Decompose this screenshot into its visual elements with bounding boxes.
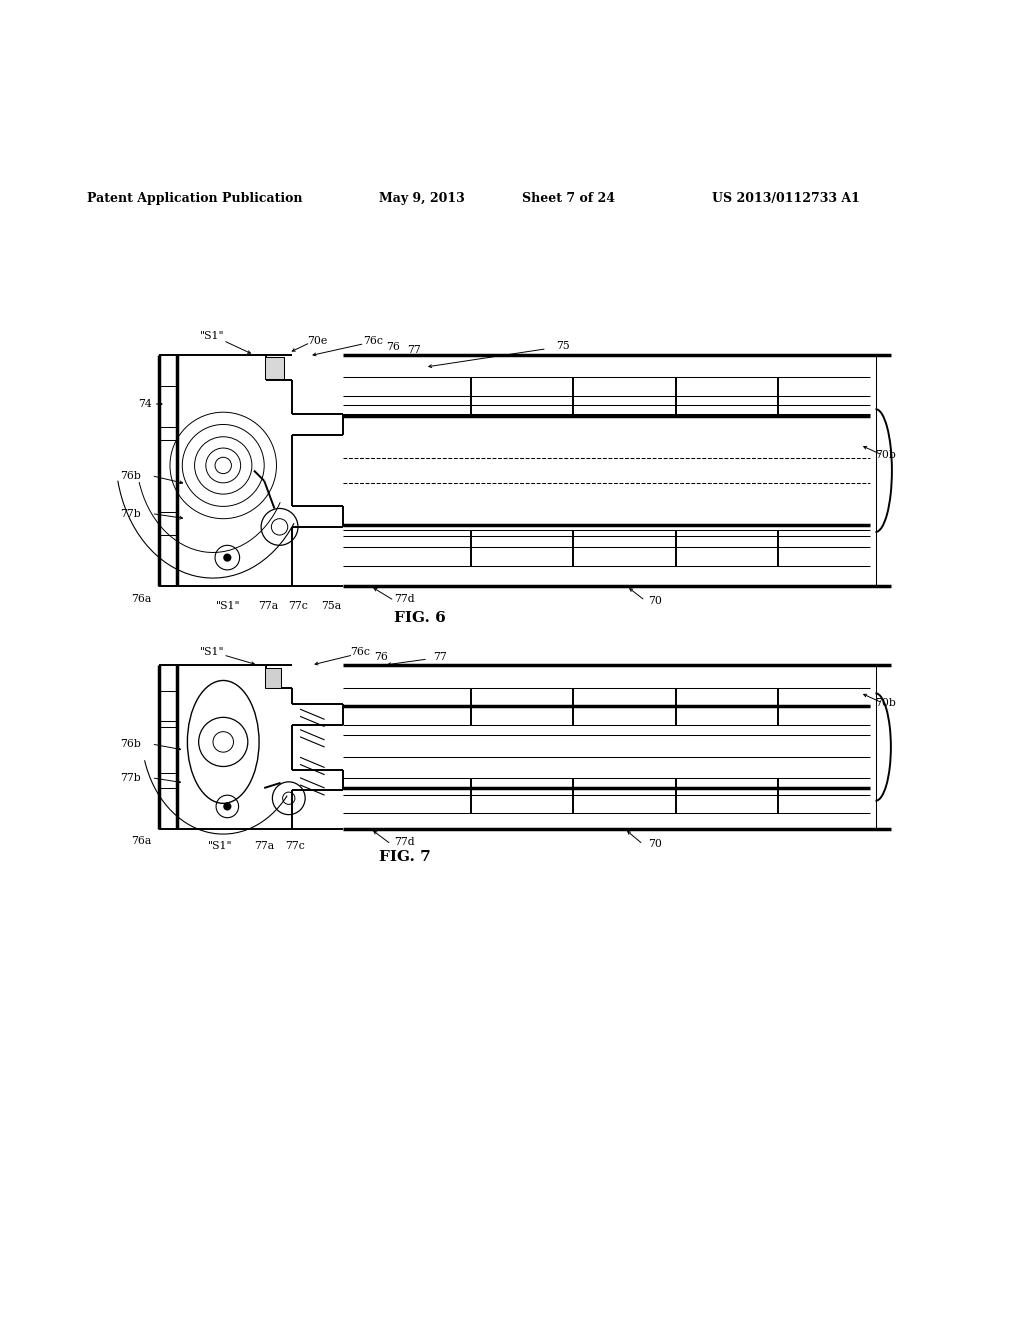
Text: Patent Application Publication: Patent Application Publication xyxy=(87,191,302,205)
Text: 77c: 77c xyxy=(288,601,308,611)
Text: "S1": "S1" xyxy=(200,331,224,342)
Text: 70b: 70b xyxy=(876,698,896,708)
Text: May 9, 2013: May 9, 2013 xyxy=(379,191,465,205)
Text: 70: 70 xyxy=(648,595,663,606)
Bar xyxy=(265,668,281,688)
Text: "S1": "S1" xyxy=(208,841,232,851)
Text: 76: 76 xyxy=(386,342,400,351)
Text: 76c: 76c xyxy=(350,647,371,657)
Text: 76c: 76c xyxy=(362,335,383,346)
Text: 76: 76 xyxy=(374,652,388,661)
Text: Sheet 7 of 24: Sheet 7 of 24 xyxy=(522,191,615,205)
Text: 75a: 75a xyxy=(321,601,341,611)
Bar xyxy=(265,356,284,379)
Text: 70: 70 xyxy=(648,840,663,849)
Text: 77a: 77a xyxy=(258,601,279,611)
Text: "S1": "S1" xyxy=(200,647,224,657)
Text: 77d: 77d xyxy=(394,837,415,847)
Text: 76a: 76a xyxy=(131,594,152,603)
Text: FIG. 6: FIG. 6 xyxy=(394,611,445,624)
Text: 77b: 77b xyxy=(121,508,141,519)
Circle shape xyxy=(223,803,231,810)
Text: 77d: 77d xyxy=(394,594,415,603)
Text: 70b: 70b xyxy=(876,450,896,461)
Text: 76b: 76b xyxy=(121,739,141,748)
Text: 70e: 70e xyxy=(307,335,328,346)
Text: 77: 77 xyxy=(407,345,421,355)
Text: 76b: 76b xyxy=(121,471,141,480)
Text: FIG. 7: FIG. 7 xyxy=(379,850,430,865)
Text: US 2013/0112733 A1: US 2013/0112733 A1 xyxy=(712,191,859,205)
Text: 74: 74 xyxy=(138,399,153,409)
Text: 76a: 76a xyxy=(131,837,152,846)
Text: 77c: 77c xyxy=(285,841,305,851)
Circle shape xyxy=(223,553,231,562)
Text: 77a: 77a xyxy=(254,841,274,851)
Text: "S1": "S1" xyxy=(216,601,241,611)
Text: 77b: 77b xyxy=(121,772,141,783)
Text: 75: 75 xyxy=(556,341,570,351)
Text: 77: 77 xyxy=(433,652,447,661)
